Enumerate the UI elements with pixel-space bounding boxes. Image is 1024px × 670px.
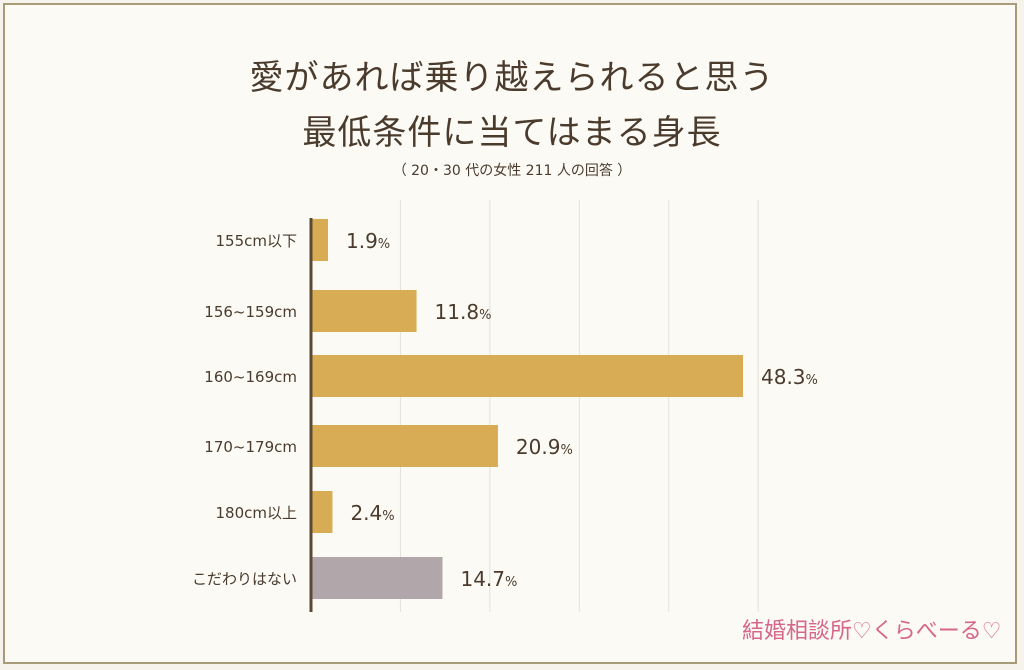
chart-title-line-1: 愛があれば乗り越えられると思う bbox=[249, 58, 775, 98]
category-label: 170~179cm bbox=[204, 438, 297, 456]
value-number: 1.9 bbox=[346, 229, 378, 253]
value-unit: % bbox=[479, 308, 491, 323]
category-label: 155cm以下 bbox=[216, 232, 298, 250]
value-label: 14.7% bbox=[460, 567, 517, 591]
value-unit: % bbox=[560, 443, 572, 458]
category-label: 180cm以上 bbox=[216, 504, 298, 522]
bar bbox=[311, 219, 328, 261]
value-number: 11.8 bbox=[435, 300, 480, 324]
value-unit: % bbox=[505, 575, 517, 590]
bar bbox=[311, 290, 417, 332]
value-number: 14.7 bbox=[460, 567, 505, 591]
value-label: 20.9% bbox=[516, 435, 573, 459]
chart-frame bbox=[3, 3, 1017, 664]
brand-watermark: 結婚相談所♡くらべーる♡ bbox=[742, 619, 1002, 644]
bar bbox=[311, 355, 743, 397]
category-label: こだわりはない bbox=[192, 570, 297, 588]
category-label: 160~169cm bbox=[204, 368, 297, 386]
value-unit: % bbox=[382, 509, 394, 524]
value-number: 48.3 bbox=[761, 365, 806, 389]
value-number: 2.4 bbox=[350, 501, 382, 525]
value-unit: % bbox=[378, 237, 390, 252]
value-label: 1.9% bbox=[346, 229, 390, 253]
value-label: 48.3% bbox=[761, 365, 818, 389]
value-unit: % bbox=[806, 373, 818, 388]
value-label: 2.4% bbox=[350, 501, 394, 525]
bar bbox=[311, 557, 443, 599]
bar bbox=[311, 491, 333, 533]
chart-title-line-2: 最低条件に当てはまる身長 bbox=[302, 113, 722, 153]
value-label: 11.8% bbox=[435, 300, 492, 324]
bar bbox=[311, 425, 498, 467]
value-number: 20.9 bbox=[516, 435, 561, 459]
category-label: 156~159cm bbox=[204, 303, 297, 321]
chart-subtitle: （ 20・30 代の女性 211 人の回答 ） bbox=[392, 163, 632, 179]
